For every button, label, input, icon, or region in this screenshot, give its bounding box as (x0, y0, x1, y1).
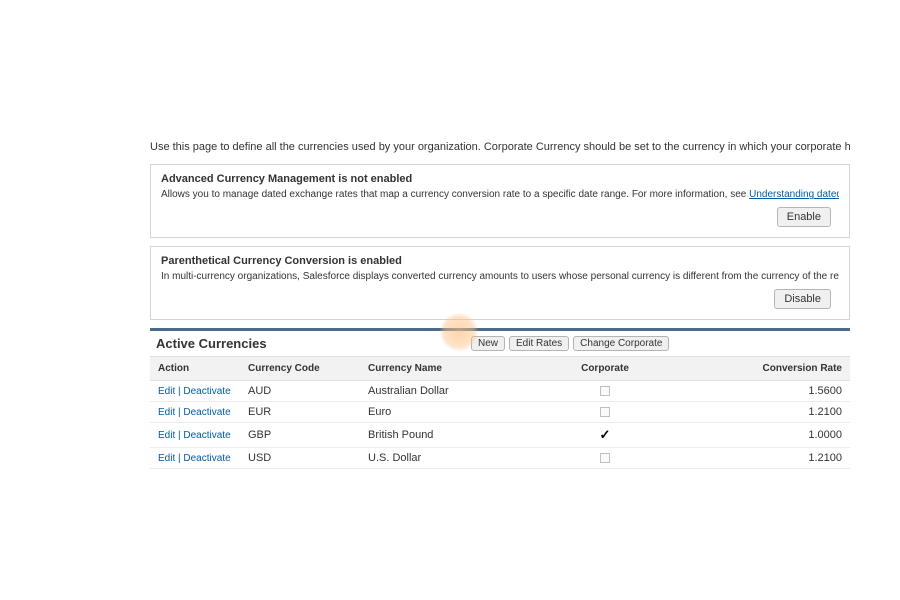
col-corporate: Corporate (540, 357, 670, 381)
table-header-row: Action Currency Code Currency Name Corpo… (150, 357, 850, 381)
panel1-desc-prefix: Allows you to manage dated exchange rate… (161, 189, 749, 200)
panel1-title: Advanced Currency Management is not enab… (161, 173, 839, 185)
table-row: Edit | DeactivateGBPBritish Pound ✓ 1.0000 (150, 423, 850, 448)
rate-cell: 1.0000 (670, 423, 850, 448)
edit-link[interactable]: Edit (158, 430, 175, 441)
name-cell: British Pound (360, 423, 540, 448)
panel2-title: Parenthetical Currency Conversion is ena… (161, 255, 839, 267)
table-row: Edit | DeactivateUSDU.S. Dollar 1.2100 (150, 448, 850, 469)
active-currencies-title: Active Currencies (156, 336, 471, 351)
deactivate-link[interactable]: Deactivate (183, 407, 230, 418)
empty-checkbox-icon (600, 386, 610, 396)
name-cell: Australian Dollar (360, 381, 540, 402)
action-cell: Edit | Deactivate (150, 448, 240, 469)
deactivate-link[interactable]: Deactivate (183, 453, 230, 464)
name-cell: U.S. Dollar (360, 448, 540, 469)
panel-advanced-currency: Advanced Currency Management is not enab… (150, 164, 850, 238)
code-cell: AUD (240, 381, 360, 402)
rate-cell: 1.5600 (670, 381, 850, 402)
corporate-cell: ✓ (540, 423, 670, 448)
table-row: Edit | DeactivateEUREuro 1.2100 (150, 402, 850, 423)
panel1-desc: Allows you to manage dated exchange rate… (161, 188, 839, 201)
action-cell: Edit | Deactivate (150, 381, 240, 402)
edit-rates-button[interactable]: Edit Rates (509, 336, 569, 351)
deactivate-link[interactable]: Deactivate (183, 430, 230, 441)
panel1-btn-row: Enable (161, 207, 839, 227)
corporate-cell (540, 402, 670, 423)
panel1-desc-link[interactable]: Understanding dated exchange rates (749, 189, 839, 200)
panel-parenthetical: Parenthetical Currency Conversion is ena… (150, 246, 850, 320)
empty-checkbox-icon (600, 407, 610, 417)
enable-button[interactable]: Enable (777, 207, 831, 227)
active-currencies-buttons: New Edit Rates Change Corporate (471, 336, 669, 351)
empty-checkbox-icon (600, 453, 610, 463)
action-cell: Edit | Deactivate (150, 402, 240, 423)
edit-link[interactable]: Edit (158, 386, 175, 397)
col-action: Action (150, 357, 240, 381)
intro-text: Use this page to define all the currenci… (150, 140, 850, 154)
code-cell: GBP (240, 423, 360, 448)
panel2-desc: In multi-currency organizations, Salesfo… (161, 270, 839, 283)
page-container: Use this page to define all the currenci… (150, 140, 850, 469)
edit-link[interactable]: Edit (158, 407, 175, 418)
disable-button[interactable]: Disable (774, 289, 831, 309)
code-cell: EUR (240, 402, 360, 423)
currencies-table: Action Currency Code Currency Name Corpo… (150, 357, 850, 469)
col-name: Currency Name (360, 357, 540, 381)
panel2-btn-row: Disable (161, 289, 839, 309)
check-icon: ✓ (600, 427, 611, 442)
deactivate-link[interactable]: Deactivate (183, 386, 230, 397)
new-button[interactable]: New (471, 336, 505, 351)
code-cell: USD (240, 448, 360, 469)
edit-link[interactable]: Edit (158, 453, 175, 464)
active-currencies-header: Active Currencies New Edit Rates Change … (150, 331, 850, 357)
action-cell: Edit | Deactivate (150, 423, 240, 448)
rate-cell: 1.2100 (670, 402, 850, 423)
change-corporate-button[interactable]: Change Corporate (573, 336, 669, 351)
table-row: Edit | DeactivateAUDAustralian Dollar 1.5… (150, 381, 850, 402)
corporate-cell (540, 448, 670, 469)
name-cell: Euro (360, 402, 540, 423)
col-rate: Conversion Rate (670, 357, 850, 381)
rate-cell: 1.2100 (670, 448, 850, 469)
col-code: Currency Code (240, 357, 360, 381)
corporate-cell (540, 381, 670, 402)
